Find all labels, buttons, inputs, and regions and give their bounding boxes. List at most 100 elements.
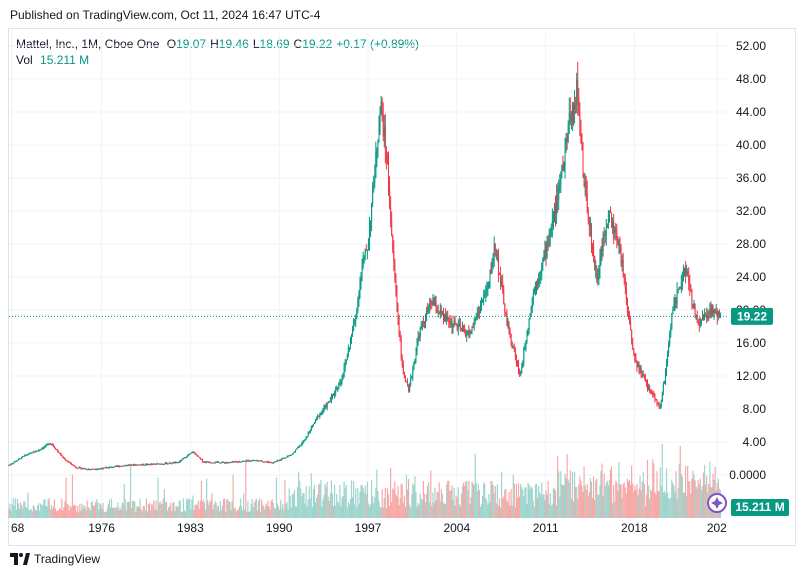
volume-bar <box>546 494 548 518</box>
candle-body <box>307 433 309 437</box>
volume-bar <box>375 487 377 518</box>
legend-price-row: Mattel, Inc., 1M, Cboe One O19.07 H19.46 L… <box>16 36 427 52</box>
candle-body <box>386 160 388 163</box>
candle-body <box>288 455 290 457</box>
candle-body <box>324 405 326 407</box>
candle-body <box>284 457 286 459</box>
volume-bar <box>392 488 394 518</box>
candle-body <box>93 468 95 470</box>
volume-bar <box>344 488 346 518</box>
volume-bar <box>473 485 475 518</box>
volume-bar <box>308 486 310 518</box>
candle-body <box>675 299 677 304</box>
candle-body <box>583 173 585 187</box>
volume-bar <box>174 511 176 518</box>
volume-bar <box>60 508 62 518</box>
volume-bar <box>505 488 507 518</box>
volume-bar <box>177 507 179 518</box>
candle-body <box>671 314 673 329</box>
volume-bar <box>133 500 135 518</box>
volume-bar <box>568 482 570 518</box>
volume-bar <box>548 503 550 518</box>
candle-body <box>578 98 580 111</box>
candle-body <box>534 287 536 289</box>
volume-bar <box>95 502 97 518</box>
candle-body <box>137 464 139 466</box>
volume-bar <box>317 494 319 518</box>
candle-body <box>463 326 465 331</box>
volume-bar <box>354 504 356 518</box>
candle-body <box>548 238 550 245</box>
volume-bar <box>618 461 620 518</box>
volume-bar <box>527 482 529 518</box>
volume-bar <box>326 481 328 518</box>
volume-bar <box>366 481 368 518</box>
volume-bar <box>213 504 215 518</box>
sparkle-icon[interactable] <box>707 493 727 513</box>
volume-bar <box>99 503 101 518</box>
volume-bar <box>285 503 287 518</box>
volume-bar <box>399 498 401 518</box>
volume-bar <box>215 502 217 518</box>
volume-bar <box>456 497 458 518</box>
volume-bar <box>329 493 331 518</box>
candle-body <box>633 348 635 354</box>
candle-body <box>32 451 34 454</box>
legend-symbol[interactable]: Mattel, Inc., 1M, Cboe One <box>16 37 160 51</box>
volume-bar <box>124 499 126 518</box>
volume-bar <box>243 493 245 518</box>
candle-body <box>123 465 125 467</box>
volume-bar <box>476 491 478 518</box>
volume-bar <box>206 478 208 518</box>
volume-bar <box>126 502 128 518</box>
price-chart[interactable]: 52.00 48.00 44.00 40.00 36.00 32.00 28.00 24.00… <box>0 0 804 546</box>
candle-body <box>216 461 218 463</box>
volume-bar <box>159 501 161 518</box>
candle-body <box>163 463 165 465</box>
candle-body <box>630 322 632 330</box>
candle-body <box>315 418 317 423</box>
candle-body <box>245 460 247 462</box>
volume-bar <box>526 503 528 518</box>
candle-body <box>191 452 193 454</box>
candle-body <box>326 403 328 408</box>
volume-bar <box>270 500 272 518</box>
volume-bar <box>117 502 119 518</box>
volume-bar <box>490 480 492 518</box>
candle-body <box>673 304 675 311</box>
volume-bar <box>552 488 555 518</box>
candle-body <box>126 464 128 466</box>
volume-bar <box>313 484 316 518</box>
volume-bar <box>632 483 634 518</box>
volume-bar <box>319 483 321 518</box>
candle-body <box>568 112 570 125</box>
volume-bar <box>147 504 150 518</box>
candle-body <box>644 377 646 382</box>
candle-body <box>283 457 285 459</box>
candle-body <box>606 224 608 228</box>
volume-bar <box>79 504 81 518</box>
volume-bar <box>269 509 271 518</box>
candle-body <box>650 391 652 393</box>
candle-body <box>92 468 94 470</box>
candle-body <box>449 321 451 325</box>
volume-bar <box>441 493 444 518</box>
candle-body <box>104 467 106 469</box>
volume-bar <box>316 497 318 518</box>
candle-body <box>494 243 496 252</box>
candle-body <box>475 318 477 320</box>
volume-bar <box>339 484 341 518</box>
volume-bar <box>562 485 564 518</box>
candle-body <box>563 165 565 171</box>
candle-body <box>485 291 487 294</box>
candle-body <box>566 138 568 142</box>
volume-bar <box>666 492 669 518</box>
volume-bar <box>535 483 538 518</box>
volume-bar <box>542 495 544 518</box>
candle-body <box>148 463 150 465</box>
candle-body <box>306 436 308 438</box>
volume-bar <box>430 470 432 518</box>
volume-bar <box>682 492 685 518</box>
candle-body <box>584 181 586 187</box>
volume-bar <box>377 491 379 518</box>
